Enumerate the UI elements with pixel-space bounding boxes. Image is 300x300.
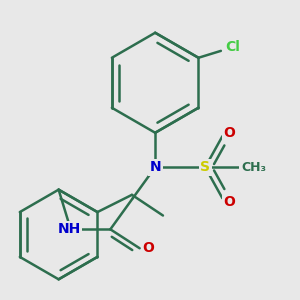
Text: CH₃: CH₃ (241, 161, 266, 174)
Text: Cl: Cl (226, 40, 240, 54)
Text: O: O (224, 126, 235, 140)
Text: S: S (200, 160, 210, 174)
Text: O: O (142, 241, 154, 255)
Text: NH: NH (57, 222, 81, 236)
Text: O: O (224, 195, 235, 209)
Text: N: N (149, 160, 161, 174)
